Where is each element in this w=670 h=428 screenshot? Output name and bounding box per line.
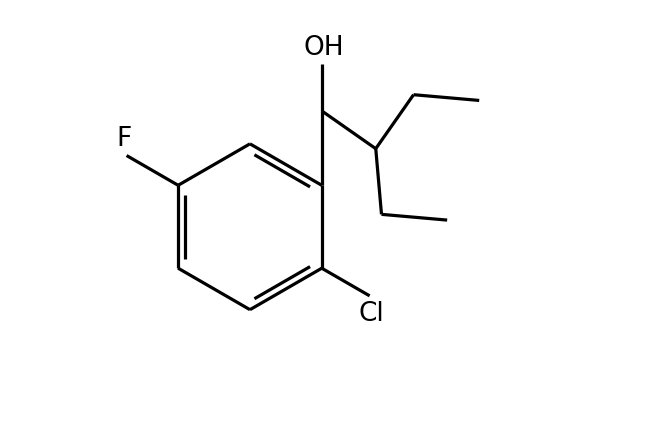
- Text: Cl: Cl: [359, 301, 385, 327]
- Text: F: F: [117, 126, 132, 152]
- Text: OH: OH: [304, 35, 344, 61]
